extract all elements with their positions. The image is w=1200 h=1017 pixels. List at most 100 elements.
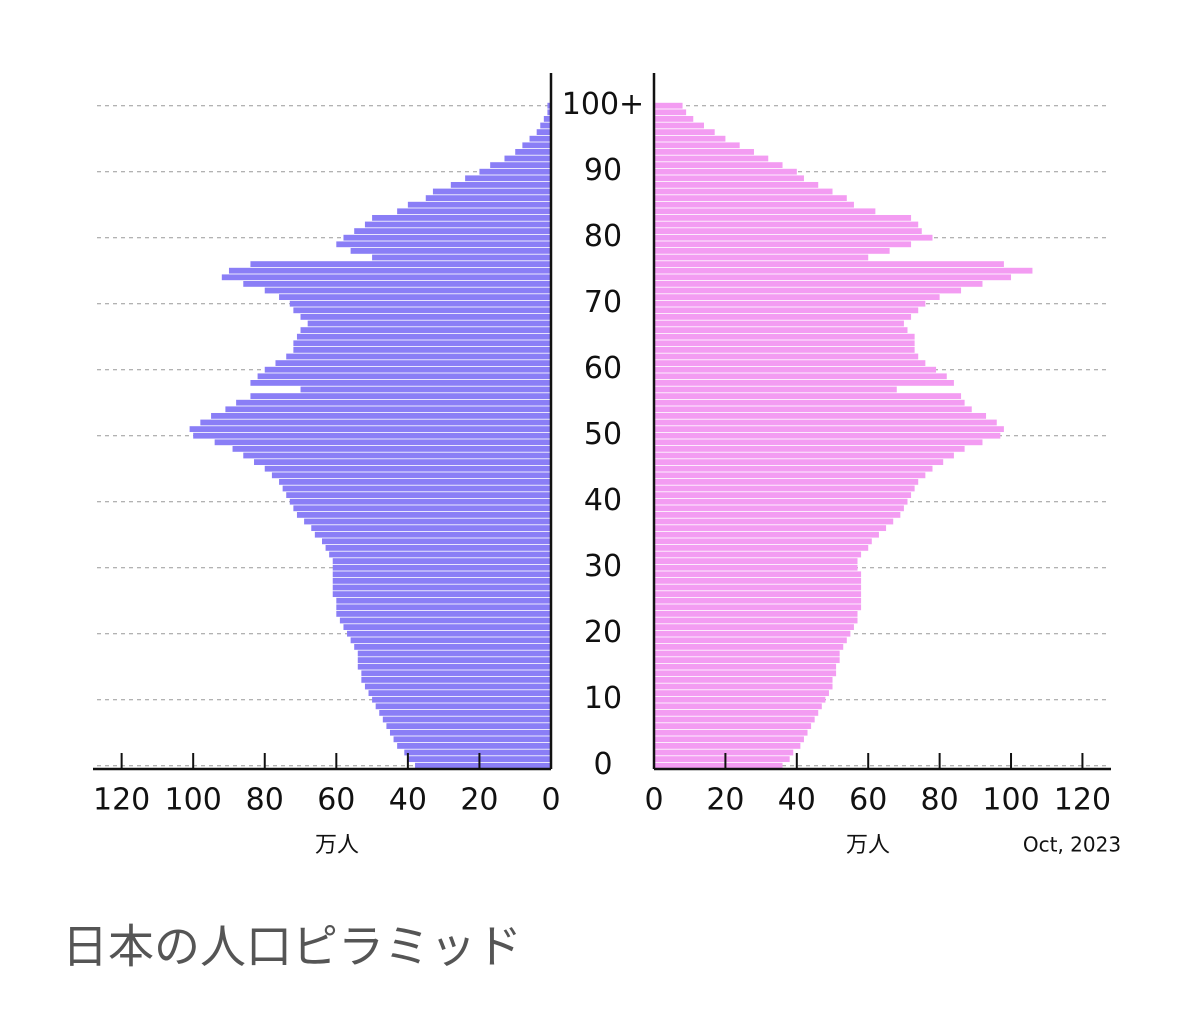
bar: [336, 604, 551, 611]
x-tick-label: 120: [93, 783, 150, 818]
bar: [332, 558, 551, 564]
bar: [654, 241, 912, 248]
bar: [654, 261, 1004, 267]
bar: [547, 102, 551, 109]
bar: [654, 300, 926, 307]
bar: [654, 630, 851, 637]
bar: [654, 531, 879, 538]
bar: [654, 584, 862, 591]
bar: [189, 426, 551, 432]
x-tick-label: 60: [849, 783, 887, 818]
bar: [654, 274, 1012, 281]
bar: [257, 373, 551, 380]
bar: [654, 551, 862, 558]
bar: [654, 696, 826, 703]
bar: [193, 432, 551, 439]
bar: [522, 142, 551, 149]
bar: [654, 287, 962, 294]
bar: [300, 327, 551, 333]
bar: [654, 545, 869, 551]
bar: [654, 175, 804, 182]
x-tick-label: 20: [460, 783, 498, 818]
bar: [654, 393, 962, 399]
bar: [654, 347, 915, 353]
bar: [450, 182, 551, 188]
bar: [293, 505, 551, 512]
bar: [654, 426, 1004, 432]
bar: [654, 386, 897, 393]
bar: [293, 307, 551, 314]
bar: [654, 373, 947, 380]
bar: [654, 564, 858, 571]
bar: [357, 657, 551, 663]
bar: [654, 525, 887, 531]
age-label: 80: [584, 219, 622, 254]
bar: [654, 439, 983, 446]
bar: [329, 551, 551, 558]
bar: [314, 531, 551, 538]
bar: [654, 703, 822, 710]
bar: [654, 591, 862, 597]
bar: [357, 663, 551, 670]
bar: [214, 439, 551, 446]
bar: [654, 604, 862, 611]
bar: [654, 380, 954, 386]
x-tick-label: 40: [389, 783, 427, 818]
bar: [504, 155, 551, 162]
bar: [221, 274, 551, 281]
bar: [289, 498, 551, 505]
bar: [382, 716, 551, 723]
x-tick-label: 100: [165, 783, 222, 818]
bar: [275, 360, 551, 366]
bar: [654, 281, 983, 287]
bar: [654, 611, 858, 617]
age-label: 10: [584, 681, 622, 716]
bar: [654, 399, 965, 406]
bar: [347, 630, 551, 637]
bar: [336, 611, 551, 617]
bar: [654, 452, 954, 459]
bar: [654, 485, 915, 492]
bar: [357, 650, 551, 657]
bar: [654, 465, 933, 472]
bar: [332, 584, 551, 591]
bar: [654, 644, 844, 650]
bar: [343, 624, 551, 630]
x-axis-label: 万人: [846, 833, 890, 858]
bar: [654, 762, 783, 769]
age-label: 30: [584, 549, 622, 584]
bar: [654, 498, 908, 505]
bar: [654, 129, 715, 135]
x-tick-label: 0: [644, 783, 663, 818]
bar: [350, 637, 551, 644]
bar: [397, 208, 551, 215]
bar: [282, 485, 551, 492]
bar: [311, 525, 551, 531]
bar: [386, 723, 551, 729]
bar: [654, 690, 829, 696]
bar: [654, 201, 854, 208]
bar: [654, 248, 890, 254]
bar: [389, 729, 551, 736]
bar: [322, 538, 551, 545]
bar: [654, 650, 840, 657]
bar: [654, 149, 754, 155]
bar: [654, 479, 919, 485]
bar: [654, 102, 683, 109]
bar: [654, 558, 858, 564]
bar: [271, 472, 551, 479]
bar: [332, 564, 551, 571]
bar: [354, 644, 551, 650]
bar: [343, 234, 551, 241]
bar: [236, 399, 551, 406]
bar: [254, 459, 551, 465]
x-tick-label: 60: [317, 783, 355, 818]
bar: [654, 142, 740, 149]
bar: [264, 287, 551, 294]
x-tick-label: 0: [541, 783, 560, 818]
bar: [250, 261, 551, 267]
bar: [354, 228, 551, 234]
bar: [654, 333, 915, 340]
